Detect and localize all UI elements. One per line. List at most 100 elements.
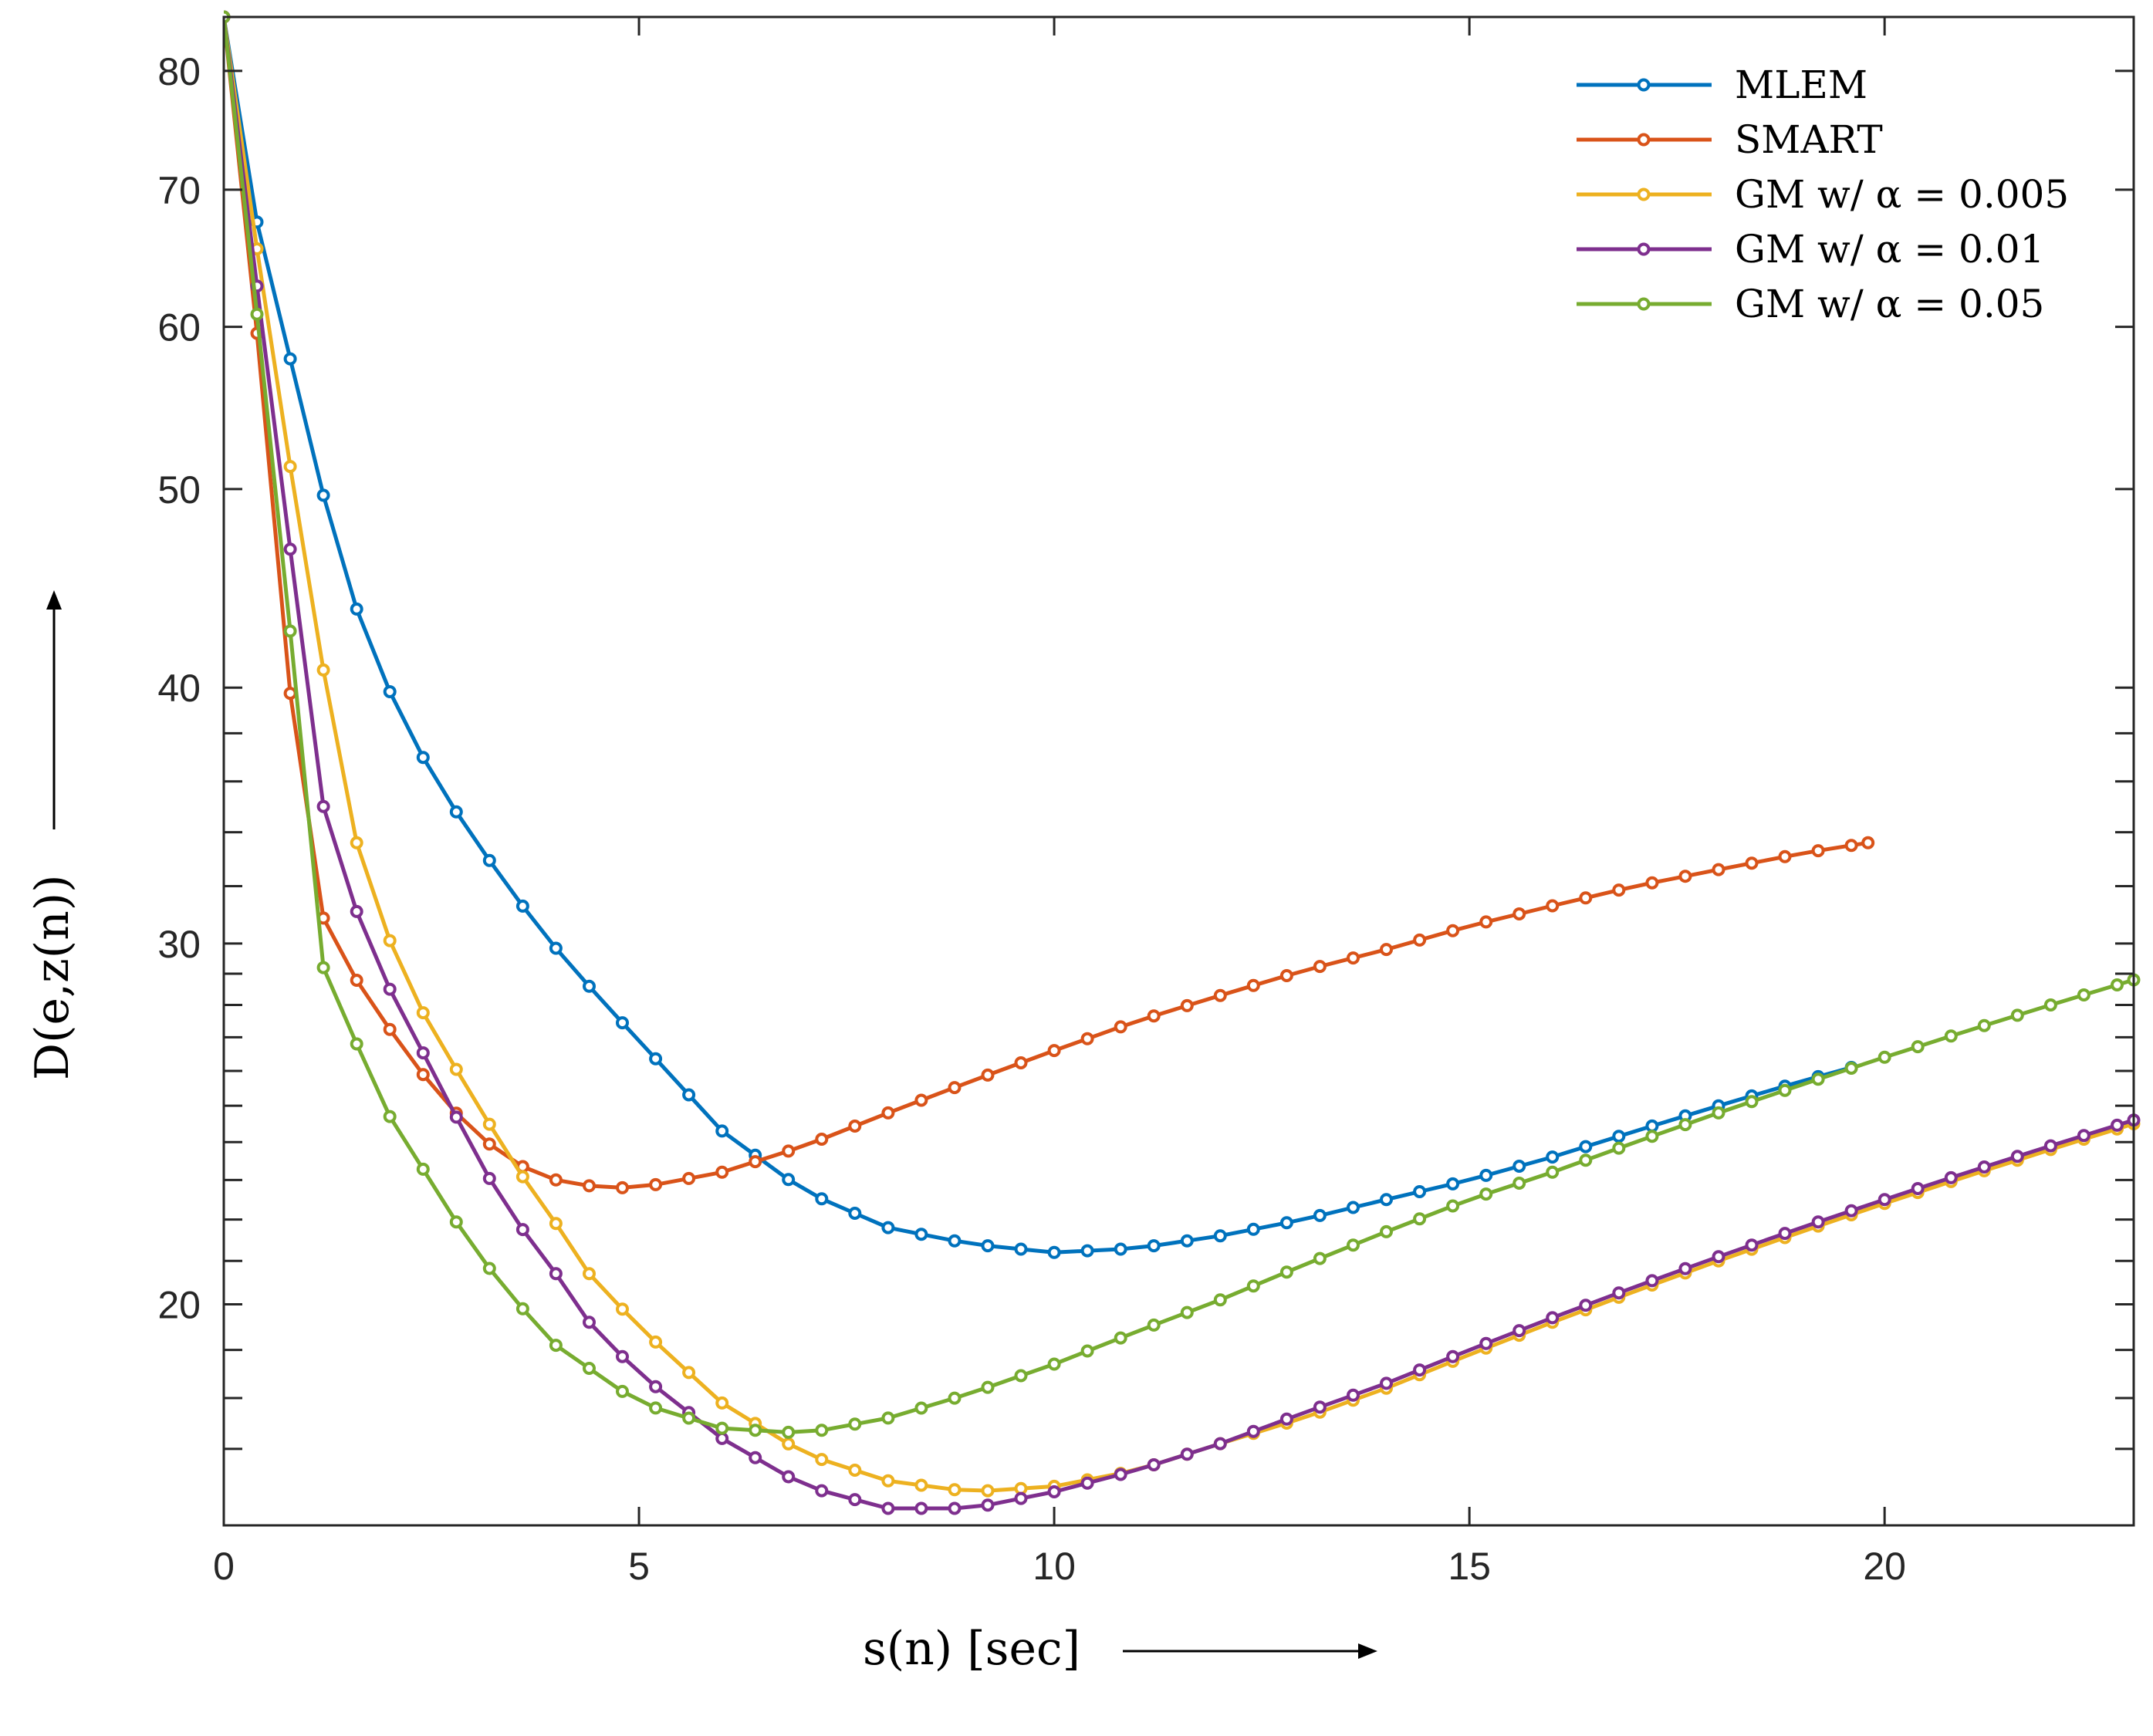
data-point (583, 1267, 596, 1281)
data-point (1279, 1265, 1293, 1279)
data-point (482, 1261, 496, 1275)
data-point (1645, 1274, 1659, 1288)
data-point (1014, 1369, 1028, 1383)
data-point (682, 1088, 696, 1102)
data-point (1479, 915, 1493, 929)
x-axis-arrow-head (1358, 1643, 1377, 1659)
y-tick-label: 70 (157, 169, 201, 212)
x-tick-label: 20 (1863, 1545, 1906, 1588)
data-point (1380, 943, 1393, 957)
data-point (482, 1171, 496, 1185)
data-point (1246, 978, 1260, 992)
data-point (1678, 1261, 1692, 1275)
data-point (715, 1165, 729, 1179)
data-point (1479, 1168, 1493, 1182)
data-point (1014, 1056, 1028, 1069)
legend-label: GM w/ α = 0.05 (1735, 282, 2044, 326)
data-point (1579, 1140, 1593, 1153)
data-point (1977, 1018, 1991, 1032)
y-tick-label: 80 (157, 50, 201, 93)
data-point (1712, 863, 1725, 876)
data-point (350, 1037, 363, 1051)
data-point (2111, 1118, 2124, 1132)
data-point (416, 751, 430, 765)
data-point (682, 1366, 696, 1380)
data-point (2043, 1139, 2057, 1153)
data-point (1513, 1324, 1526, 1338)
data-point (1911, 1040, 1925, 1054)
data-point (449, 1062, 463, 1076)
data-point (316, 961, 330, 974)
data-point (2010, 1008, 2024, 1022)
legend-item: SMART (1577, 117, 1883, 162)
data-point (316, 488, 330, 502)
data-point (2077, 1129, 2090, 1143)
data-point (515, 1223, 529, 1237)
data-point (881, 1474, 895, 1488)
legend-marker (1637, 297, 1651, 311)
data-point (482, 1137, 496, 1151)
y-axis-label: D(e,z(n)) (25, 874, 79, 1080)
legend-label: SMART (1735, 117, 1883, 162)
data-point (749, 1451, 762, 1464)
data-point (1114, 1242, 1127, 1256)
data-point (416, 1006, 430, 1020)
data-point (1147, 1239, 1161, 1253)
data-point (350, 904, 363, 918)
data-point (1546, 1150, 1560, 1164)
data-point (881, 1501, 895, 1515)
data-point (1778, 1083, 1792, 1097)
legend-marker (1637, 133, 1651, 147)
data-point (848, 1464, 862, 1477)
legend-item: GM w/ α = 0.005 (1577, 172, 2069, 217)
data-point (1712, 1106, 1725, 1120)
data-point (616, 1016, 629, 1030)
data-point (1147, 1318, 1161, 1332)
data-point (250, 307, 264, 321)
data-point (583, 1316, 596, 1329)
data-point (1612, 1141, 1626, 1155)
data-point (1347, 1238, 1360, 1252)
data-point (749, 1155, 762, 1169)
legend-marker (1637, 242, 1651, 256)
data-point (1347, 1388, 1360, 1402)
data-point (1313, 1208, 1327, 1222)
data-point (715, 1421, 729, 1435)
data-point (1147, 1458, 1161, 1471)
data-point (649, 1177, 663, 1191)
data-point (1347, 1201, 1360, 1214)
data-point (1745, 1095, 1759, 1109)
data-point (1047, 1245, 1061, 1259)
data-point (350, 974, 363, 987)
data-point (1546, 1311, 1560, 1325)
data-point (350, 602, 363, 616)
y-axis-arrow-head (46, 590, 62, 610)
y-tick-label: 60 (157, 306, 201, 350)
data-point (515, 899, 529, 913)
x-axis: 0 5 10 15 20 (213, 17, 1906, 1588)
data-point (416, 1068, 430, 1082)
series-4 (224, 10, 2141, 1439)
data-point (948, 1483, 962, 1497)
data-point (1114, 1467, 1127, 1481)
data-point (815, 1192, 829, 1206)
data-point (1014, 1242, 1028, 1256)
data-point (515, 1170, 529, 1184)
data-point (1014, 1491, 1028, 1505)
data-point (383, 1022, 397, 1036)
data-point (383, 1109, 397, 1123)
data-point (1513, 1160, 1526, 1173)
data-point (649, 1401, 663, 1415)
data-point (1047, 1357, 1061, 1371)
data-point (1313, 1251, 1327, 1265)
data-point (981, 1068, 995, 1082)
data-point (416, 1162, 430, 1176)
data-point (682, 1171, 696, 1185)
data-point (383, 685, 397, 698)
legend-label: MLEM (1735, 62, 1867, 107)
legend-marker (1637, 187, 1651, 201)
data-point (1213, 988, 1227, 1002)
data-point (1180, 1305, 1194, 1319)
data-point (1380, 1376, 1393, 1390)
legend-marker (1637, 78, 1651, 92)
